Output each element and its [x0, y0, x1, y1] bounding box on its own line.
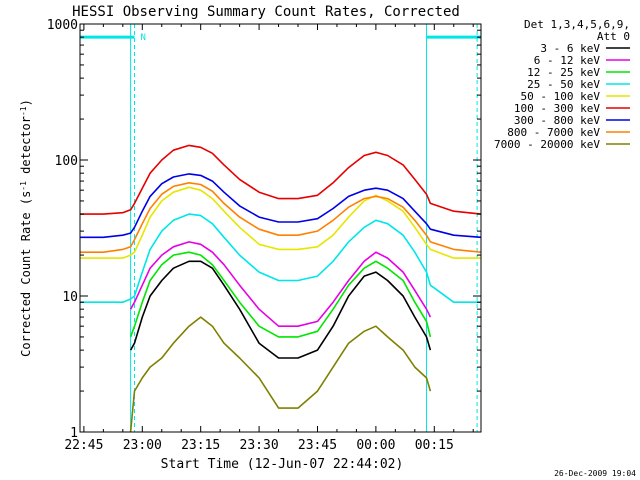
flag-label: N: [141, 33, 146, 43]
legend-label-8: 7000 - 20000 keV: [494, 138, 600, 151]
y-axis-label: Corrected Count Rate (s-1 detector-1): [19, 99, 34, 357]
y-tick-label-2: 100: [55, 154, 78, 169]
y-tick-label-1: 10: [62, 290, 78, 305]
y-tick-label-3: 1000: [47, 18, 78, 33]
series-line-7: [80, 182, 482, 253]
y-axis: 1 10 100 1000: [47, 18, 481, 441]
legend-label-6: 300 - 800 keV: [514, 114, 600, 127]
chart-title: HESSI Observing Summary Count Rates, Cor…: [72, 4, 460, 20]
y-axis-label-mid: detector: [19, 116, 33, 181]
series-line-5: [80, 144, 482, 215]
x-axis-label: Start Time (12-Jun-07 22:44:02): [161, 457, 404, 472]
legend-label-4: 50 - 100 keV: [521, 90, 601, 103]
plot-frame: [79, 23, 482, 433]
x-tick-label-1: 23:00: [123, 438, 162, 453]
y-axis-label-end: ): [19, 99, 33, 106]
y-axis-label-sup2: -1: [19, 106, 28, 116]
series-line-4: [80, 186, 481, 259]
x-tick-label-3: 23:30: [240, 438, 279, 453]
x-axis: 22:45 23:00 23:15 23:30 23:45 00:00 00:15: [64, 24, 474, 453]
footer-timestamp: 26-Dec-2009 19:04: [554, 469, 636, 478]
series-line-3: [80, 213, 481, 304]
series-line-6: [80, 173, 482, 239]
x-tick-label-2: 23:15: [181, 438, 220, 453]
legend-label-3: 25 - 50 keV: [527, 78, 600, 91]
legend-label-5: 100 - 300 keV: [514, 102, 600, 115]
legend-label-0: 3 - 6 keV: [540, 42, 600, 55]
y-tick-label-0: 1: [70, 426, 78, 441]
x-tick-label-6: 00:15: [415, 438, 454, 453]
plot-content: N: [80, 24, 482, 433]
y-axis-label-sup1: -1: [19, 181, 28, 191]
x-tick-label-0: 22:45: [64, 438, 103, 453]
series-line-0: [129, 260, 432, 359]
legend-header-1: Det 1,3,4,5,6,9,: [524, 18, 630, 31]
legend-header-2: Att 0: [597, 30, 630, 43]
x-tick-label-5: 00:00: [356, 438, 395, 453]
series-line-8: [129, 316, 432, 433]
series-line-2: [129, 251, 432, 338]
x-tick-label-4: 23:45: [298, 438, 337, 453]
series-line-1: [129, 241, 432, 328]
legend-label-7: 800 - 7000 keV: [507, 126, 600, 139]
legend-label-2: 12 - 25 keV: [527, 66, 600, 79]
y-axis-label-main: Corrected Count Rate (s: [19, 191, 33, 357]
legend-label-1: 6 - 12 keV: [534, 54, 601, 67]
